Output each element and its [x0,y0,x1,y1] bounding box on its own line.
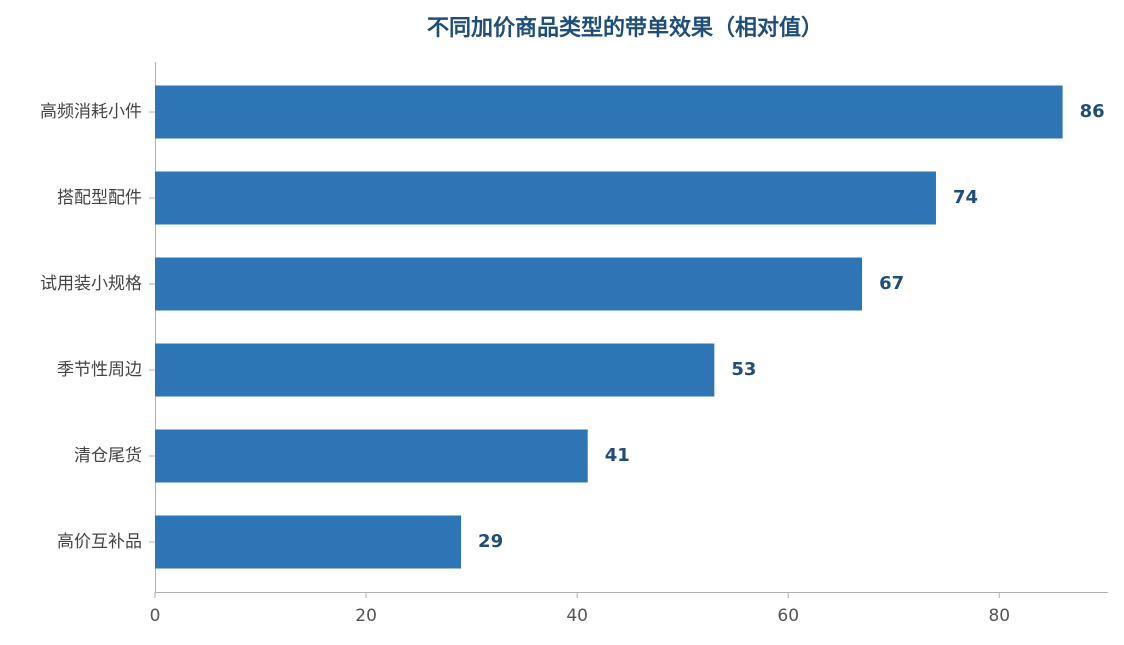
y-tick-label: 高频消耗小件 [40,102,142,122]
y-tick-label: 季节性周边 [57,360,142,380]
x-tick-label: 40 [566,606,588,626]
data-label: 29 [478,531,503,552]
data-label: 74 [953,187,978,208]
chart-title: 不同加价商品类型的带单效果（相对值） [427,15,823,41]
bar [155,515,462,569]
bar [155,85,1063,139]
data-label: 41 [605,445,630,466]
data-label: 86 [1080,101,1105,122]
bar [155,171,936,225]
y-tick-label: 试用装小规格 [40,274,142,294]
bar [155,257,863,311]
x-tick-label: 0 [150,606,161,626]
x-tick-label: 20 [355,606,377,626]
bar [155,343,715,397]
data-label: 67 [879,273,904,294]
y-tick-label: 高价互补品 [57,532,142,552]
y-tick-label: 清仓尾货 [74,446,142,466]
y-tick-label: 搭配型配件 [57,188,142,208]
data-label: 53 [731,359,756,380]
x-tick-label: 80 [988,606,1010,626]
bar [155,429,588,483]
x-tick-label: 60 [777,606,799,626]
